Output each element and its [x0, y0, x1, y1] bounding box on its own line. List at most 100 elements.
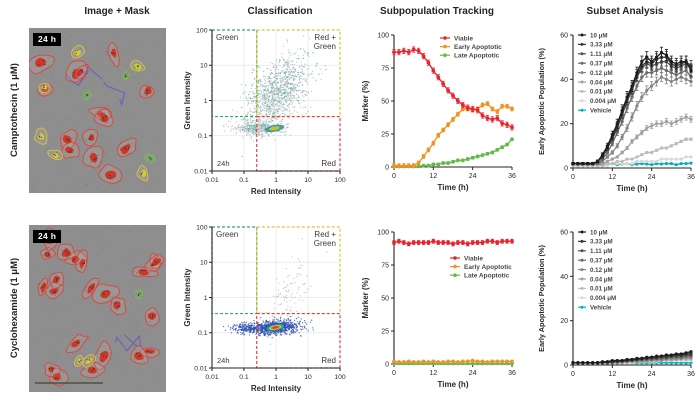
svg-text:Time (h): Time (h) [438, 183, 469, 192]
density-core [264, 124, 284, 133]
series-Viable [392, 46, 514, 131]
axes: 0 20 40 60 0 12 24 36 Time (h) Early Apoptotic Po… [537, 33, 695, 194]
svg-text:Viable: Viable [454, 35, 473, 42]
timestamp-badge: 24 h [33, 33, 62, 46]
column-title-subpopulation-tracking: Subpopulation Tracking [380, 6, 494, 17]
svg-text:1: 1 [204, 98, 208, 105]
svg-text:24h: 24h [217, 159, 230, 168]
svg-text:Time (h): Time (h) [617, 184, 648, 193]
series-Late Apoptotic [392, 137, 514, 169]
svg-text:0: 0 [564, 166, 568, 173]
series-Early Apoptotic [392, 101, 514, 169]
column-title-subset-analysis: Subset Analysis [586, 6, 664, 17]
gridlines [212, 227, 340, 368]
svg-text:0.1: 0.1 [239, 177, 249, 184]
svg-text:Green Intensity: Green Intensity [183, 71, 192, 130]
tracking-chart-camptothecin: 0 25 50 75 100 0 12 24 36 Time (h) Marker (%) Viabl… [356, 22, 528, 202]
svg-text:0.01 μM: 0.01 μM [590, 89, 613, 96]
series-Viable [392, 238, 514, 247]
classification-chart-cyclohexamide: Green Red + Green Red 24h 0.01 0.01 0.1 0.1 1 1 10 1… [180, 219, 352, 399]
microscopy-image-cyclohexamide: 24 h [29, 225, 166, 392]
row-label-camptothecin: Camptothecin (1 μM) [9, 63, 20, 157]
svg-text:Green: Green [314, 42, 336, 51]
svg-text:10: 10 [200, 63, 208, 70]
tracking-traces [115, 334, 142, 352]
svg-text:0.1: 0.1 [198, 133, 208, 140]
svg-text:Red +: Red + [314, 33, 336, 42]
series-0.04 μM [571, 113, 693, 166]
svg-text:75: 75 [381, 66, 389, 73]
scatter-points [222, 35, 327, 158]
svg-text:10: 10 [304, 177, 312, 184]
legend: 10 μM3.33 μM1.11 μM0.37 μM0.12 μM0.04 μM… [578, 229, 616, 312]
density-core [265, 323, 286, 332]
svg-text:0.01: 0.01 [205, 177, 218, 184]
svg-text:0.01: 0.01 [194, 168, 207, 175]
svg-text:10 μM: 10 μM [590, 32, 608, 39]
series-10 μM [571, 350, 693, 365]
svg-text:Marker (%): Marker (%) [361, 80, 370, 121]
axes: 0 25 50 75 100 0 12 24 36 Time (h) Marker (%) [361, 33, 516, 193]
svg-text:12: 12 [608, 174, 616, 181]
line-plot: 0 25 50 75 100 0 12 24 36 Time (h) Marker (%) Viabl… [361, 33, 516, 193]
svg-text:Green: Green [216, 33, 238, 42]
svg-text:Early Apoptotic: Early Apoptotic [454, 44, 502, 51]
svg-text:100: 100 [196, 27, 208, 34]
row-label-cyclohexamide: Cyclohexamide (1 μM) [9, 257, 20, 359]
svg-text:Red Intensity: Red Intensity [251, 187, 302, 196]
svg-text:40: 40 [560, 77, 568, 84]
svg-text:100: 100 [377, 33, 389, 40]
svg-text:60: 60 [560, 33, 568, 40]
microscopy-image-camptothecin: 24 h [29, 28, 166, 193]
svg-text:36: 36 [508, 173, 516, 180]
svg-text:24: 24 [469, 173, 477, 180]
column-title-classification: Classification [247, 6, 313, 17]
line-plot: 0 20 40 60 0 12 24 36 Time (h) Early Apoptotic Po… [537, 32, 695, 194]
tracking-chart-cyclohexamide: 0 25 50 75 100 0 12 24 36 Time (h) Marker (%) Viabl… [356, 219, 528, 399]
svg-text:Red: Red [321, 159, 336, 168]
svg-text:3.33 μM: 3.33 μM [590, 42, 613, 49]
series-0.01 μM [571, 137, 693, 168]
series-10 μM [571, 46, 693, 166]
scatter-plot: Green Red +GreenRed24h0.010.010.10.111101… [183, 27, 346, 196]
legend: Viable Early Apoptotic Late Apoptotic [440, 35, 502, 60]
image-mask-canvas [29, 225, 166, 392]
svg-text:12: 12 [429, 173, 437, 180]
svg-text:Late Apoptotic: Late Apoptotic [454, 53, 500, 60]
gridlines [212, 30, 340, 171]
subset-chart-camptothecin: 0 20 40 60 0 12 24 36 Time (h) Early Apoptotic Po… [534, 22, 700, 202]
svg-text:0: 0 [571, 174, 575, 181]
svg-text:1.11 μM: 1.11 μM [590, 51, 612, 58]
svg-text:Vehicle: Vehicle [590, 108, 612, 115]
subset-chart-cyclohexamide: 0 20 40 60 0 12 24 36 Time (h) Early Apoptotic Po… [534, 219, 700, 399]
svg-text:20: 20 [560, 121, 568, 128]
scatter-points [222, 238, 328, 353]
svg-text:36: 36 [687, 174, 695, 181]
image-mask-canvas [29, 28, 166, 193]
legend: 10 μM3.33 μM1.11 μM0.37 μM0.12 μM0.04 μM… [578, 32, 616, 115]
svg-text:0: 0 [392, 173, 396, 180]
scatter-plot: Green Red +GreenRed24h0.010.010.10.111101… [183, 224, 346, 393]
axes: 0.01 0.01 0.1 0.1 1 1 10 10 100 100 Red Intensity G… [183, 27, 346, 196]
segmented-cells [29, 41, 156, 184]
svg-text:24: 24 [648, 174, 656, 181]
timestamp-badge: 24 h [33, 230, 62, 243]
svg-text:0.12 μM: 0.12 μM [590, 70, 613, 77]
series-Early Apoptotic [392, 358, 514, 364]
svg-text:1: 1 [274, 177, 278, 184]
svg-text:100: 100 [334, 177, 346, 184]
svg-text:0: 0 [385, 165, 389, 172]
svg-text:50: 50 [381, 99, 389, 106]
svg-text:Early Apoptotic Population (%): Early Apoptotic Population (%) [537, 48, 546, 155]
svg-text:0.004 μM: 0.004 μM [590, 98, 616, 105]
svg-text:25: 25 [381, 132, 389, 139]
column-title-image-mask: Image + Mask [84, 6, 150, 17]
svg-text:0.04 μM: 0.04 μM [590, 79, 613, 86]
